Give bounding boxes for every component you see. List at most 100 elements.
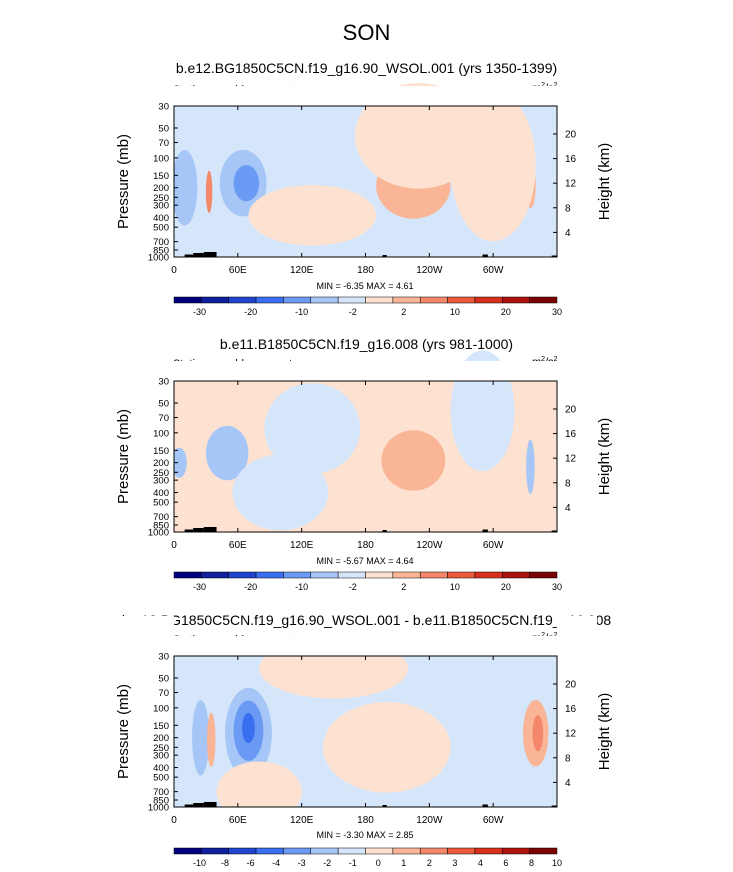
panel-3-ytick-label-10: 700	[153, 787, 169, 798]
panel-3-ytick-label-2: 70	[158, 688, 169, 699]
panel-2-htick-label-4: 20	[565, 404, 577, 415]
panel-1-colorbar-bin-1	[173, 296, 202, 304]
panel-1-colorbar-bin-11	[447, 296, 476, 304]
panel-2-colorbar-label-5: 10	[450, 582, 460, 592]
panel-3-ytick-label-4: 150	[153, 721, 169, 732]
panel-3-colorbar-bin-12	[474, 847, 503, 855]
panel-2-land-1	[184, 529, 194, 532]
panel-1-land-5	[482, 254, 488, 257]
panel-1-ytick-label-11: 850	[153, 246, 169, 257]
panel-3-xtick-label-1: 60E	[229, 815, 247, 826]
panel-2-colorbar-bin-7	[337, 571, 366, 579]
panel-1-ytick-label-4: 150	[153, 171, 169, 182]
panel-3-colorbar-bin-8	[365, 847, 394, 855]
panel-2-colorbar-bin-14	[529, 571, 558, 579]
panel-3-colorbar-label-14: 10	[552, 858, 562, 868]
panel-2-land-5	[482, 529, 488, 532]
panel-2-colorbar-bin-6	[310, 571, 339, 579]
panel-3-colorbar-bin-9	[392, 847, 421, 855]
panel-3-colorbar-label-10: 3	[452, 858, 457, 868]
panel-3-contour-region-5	[206, 712, 216, 767]
panel-2-ylabel-right: Height (km)	[596, 418, 613, 496]
panel-2-mask-right	[557, 341, 597, 572]
panel-1-contour-region-9	[450, 90, 536, 242]
panel-1-colorbar-bin-3	[228, 296, 257, 304]
panel-1-xtick-label-1: 60E	[229, 265, 247, 276]
panel-1-colorbar-bin-8	[365, 296, 394, 304]
panel-2-colorbar-label-6: 20	[501, 582, 511, 592]
panel-2-land-3	[203, 527, 217, 532]
panel-1-ytick-label-5: 200	[153, 183, 169, 194]
panel-1-ytick-label-0: 30	[158, 102, 169, 113]
panel-2-ytick-label-4: 150	[153, 446, 169, 457]
panel-1-mask-top	[174, 86, 557, 106]
panel-1-mask-left	[114, 66, 174, 297]
panel-2-ytick-label-2: 70	[158, 413, 169, 424]
panel-1-ytick-label-7: 300	[153, 201, 169, 212]
panel-2-colorbar-label-0: -30	[193, 582, 206, 592]
panel-3-ytick-label-3: 100	[153, 703, 169, 714]
panel-1-colorbar-bin-13	[502, 296, 530, 304]
panel-1-colorbar-bin-2	[201, 296, 229, 304]
panel-3-htick-label-2: 12	[565, 729, 577, 740]
panel-1-colorbar-label-7: 30	[552, 307, 562, 317]
panel-1-ytick-label-9: 500	[153, 223, 169, 234]
panel-3-colorbar-label-9: 2	[427, 858, 432, 868]
panel-2-ytick-label-10: 700	[153, 512, 169, 523]
panel-1-colorbar-label-1: -20	[244, 307, 257, 317]
panel-2-ytick-label-1: 50	[158, 398, 169, 409]
panel-1-mask-bottom	[174, 257, 557, 277]
panel-3-htick-label-0: 4	[565, 778, 571, 789]
panel-3-ytick-label-1: 50	[158, 673, 169, 684]
panel-2-ytick-label-8: 400	[153, 488, 169, 499]
panel-3-ylabel-right: Height (km)	[596, 693, 613, 771]
panel-1-colorbar-label-2: -10	[295, 307, 308, 317]
panel-2-colorbar-bin-12	[474, 571, 503, 579]
panel-1-htick-label-0: 4	[565, 228, 571, 239]
panel-3-colorbar-bin-14	[529, 847, 558, 855]
panel-2-colorbar-bin-1	[173, 571, 202, 579]
panel-3-mask-left	[114, 616, 174, 847]
panel-2-contour-region-1	[205, 425, 249, 481]
panel-1-colorbar-bin-10	[419, 296, 448, 304]
panel-2-colorbar-bin-2	[201, 571, 229, 579]
panel-3-ytick-label-12: 1000	[148, 803, 169, 814]
panel-3-contour-region-8	[322, 702, 451, 793]
panel-3-ytick-label-7: 300	[153, 751, 169, 762]
panel-2-colorbar-bin-5	[283, 571, 312, 579]
panel-1-contour-region-4	[205, 170, 213, 213]
panel-2-mask-top	[174, 361, 557, 381]
panel-2-colorbar-label-7: 30	[552, 582, 562, 592]
panel-3-colorbar-label-2: -6	[247, 858, 255, 868]
panel-2-htick-label-1: 8	[565, 478, 571, 489]
panel-1-title: b.e12.BG1850C5CN.f19_g16.90_WSOL.001 (yr…	[175, 60, 558, 76]
panel-2-land-6	[551, 530, 557, 532]
panel-1-ytick-label-10: 700	[153, 237, 169, 248]
panel-2-xtick-label-2: 120E	[290, 540, 314, 551]
panel-2-mask-bottom	[174, 532, 557, 552]
panel-1-htick-label-2: 12	[565, 179, 577, 190]
panel-2-land-4	[382, 530, 387, 532]
panel-3-colorbar-label-4: -3	[298, 858, 306, 868]
panel-2-htick-label-3: 16	[565, 429, 577, 440]
panel-3-contour-region-7	[532, 715, 544, 752]
panel-1-colorbar-label-4: 2	[401, 307, 406, 317]
panel-1-xtick-label-4: 120W	[416, 265, 443, 276]
panel-3-minmax: MIN = -3.30 MAX = 2.85	[316, 830, 414, 840]
panel-3-colorbar-bin-3	[228, 847, 257, 855]
panel-2-contour-region-2	[171, 447, 187, 478]
panel-2-title: b.e11.B1850C5CN.f19_g16.008 (yrs 981-100…	[219, 336, 514, 352]
panel-3-htick-label-1: 8	[565, 753, 571, 764]
panel-3-colorbar-label-0: -10	[193, 858, 206, 868]
panel-1-ytick-label-2: 70	[158, 138, 169, 149]
panel-1-xtick-label-5: 60W	[483, 265, 504, 276]
panel-3-xtick-label-3: 180	[357, 815, 374, 826]
panel-2-htick-label-2: 12	[565, 454, 577, 465]
panel-3-colorbar-label-3: -4	[272, 858, 280, 868]
panel-3-colorbar-bin-10	[419, 847, 448, 855]
panel-1-contour-region-8	[248, 185, 377, 246]
panel-1-colorbar-bin-4	[255, 296, 284, 304]
panel-2-xtick-label-5: 60W	[483, 540, 504, 551]
panel-2-ytick-label-9: 500	[153, 498, 169, 509]
panel-3-colorbar-bin-13	[502, 847, 530, 855]
